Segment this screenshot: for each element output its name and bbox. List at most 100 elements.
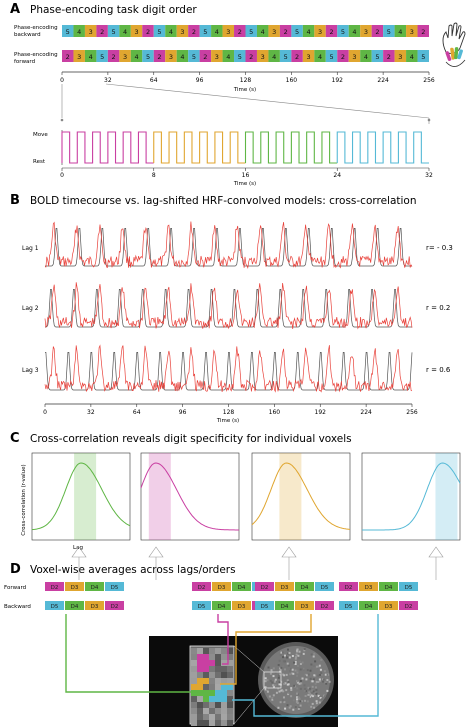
zoom-tick-label: 8 — [152, 172, 156, 179]
sequence-cell — [394, 25, 407, 37]
cross-correlation-curve — [362, 462, 461, 531]
forward-digit-box — [65, 582, 84, 591]
sequence-cell-digit: 2 — [100, 28, 104, 36]
sequence-cell-digit: 5 — [100, 53, 104, 61]
hand-icon — [442, 22, 466, 54]
forward-label-line2: forward — [14, 59, 35, 65]
panel-c-ylabel: Cross-correlation (r-value) — [21, 464, 27, 535]
panel-a-tick-label: 64 — [150, 77, 158, 84]
sequence-cell — [188, 25, 200, 37]
backward-label-line1: Phase-encoding — [14, 25, 58, 31]
sequence-cell-digit: 3 — [272, 28, 276, 36]
sequence-cell-digit: 3 — [364, 28, 368, 36]
sequence-cell-digit: 4 — [261, 28, 265, 36]
forward-digit-label: D4 — [238, 585, 246, 591]
bold-trace — [44, 282, 413, 330]
sequence-cell — [337, 50, 349, 62]
digit-order-boxes: D2 D3 D4 D5 D5 D4 D3 D2 D2 D3 D4 D5 D5 D4 D3 D2 D2 D3 D4 D5… — [45, 582, 418, 610]
panel-a-tick-label: 96 — [196, 77, 204, 84]
sequence-cell-digit: 3 — [352, 53, 356, 61]
panel-a-tick-label: 192 — [332, 77, 344, 84]
sequence-cell-digit: 4 — [272, 53, 276, 61]
lag-2-r-value: r = 0.2 — [426, 304, 450, 312]
sequence-cell — [268, 50, 280, 62]
sequence-cell — [314, 50, 326, 62]
forward-label-line1: Phase-encoding — [14, 52, 58, 58]
forward-digit-label: D4 — [301, 585, 309, 591]
forward-digit-box — [275, 582, 294, 591]
sequence-cell — [406, 25, 418, 37]
sequence-cell — [337, 25, 349, 37]
sequence-cell — [302, 25, 315, 37]
sequence-cell-digit: 5 — [284, 53, 288, 61]
sequence-cell — [211, 50, 223, 62]
forward-digit-box — [339, 582, 358, 591]
backward-digit-label: D2 — [111, 604, 119, 610]
sequence-cell-digit: 2 — [341, 53, 345, 61]
lag-3-r-value: r = 0.6 — [426, 366, 451, 374]
panel-b-tick-label: 256 — [406, 409, 418, 416]
cross-correlation-plot-frame — [31, 452, 131, 541]
sequence-cell — [360, 50, 372, 62]
backward-digit-label: D3 — [301, 604, 309, 610]
backward-digit-label: D4 — [281, 604, 289, 610]
sequence-cell-digit: 2 — [387, 53, 391, 61]
sequence-cell-digit: 2 — [157, 53, 161, 61]
peak-band — [435, 453, 458, 540]
sequence-cell — [234, 25, 246, 37]
sequence-cell — [383, 50, 395, 62]
lag-1-label: Lag 1 — [22, 245, 39, 252]
backward-digit-label: D5 — [198, 604, 206, 610]
sequence-cell — [165, 50, 177, 62]
sequence-cell — [234, 50, 246, 62]
sequence-cell-digit: 3 — [398, 53, 402, 61]
sequence-cell — [176, 50, 189, 62]
sequence-cell — [245, 50, 257, 62]
sequence-cell-digit: 2 — [203, 53, 207, 61]
zoom-wave-segment — [153, 131, 246, 164]
zoom-tick-label: 16 — [242, 172, 250, 179]
bold-trace — [44, 221, 413, 269]
forward-digit-box — [232, 582, 251, 591]
backward-digit-label: D3 — [238, 604, 246, 610]
panel-a-time-label: Time (s) — [233, 87, 256, 93]
sequence-cell — [314, 25, 326, 37]
sequence-cell-digit: 5 — [146, 53, 150, 61]
backward-digit-label: D5 — [261, 604, 269, 610]
sequence-cell-digit: 4 — [134, 53, 138, 61]
sequence-cell-digit: 4 — [352, 28, 356, 36]
sequence-cell-digit: 5 — [112, 28, 116, 36]
panel-a-tick-label: 256 — [423, 77, 435, 84]
forward-digit-label: D2 — [51, 585, 59, 591]
sequence-cell-digit: 2 — [284, 28, 288, 36]
sequence-cell-digit: 5 — [421, 53, 425, 61]
sequence-cell — [291, 50, 303, 62]
backward-digit-box — [212, 601, 231, 610]
backward-digit-label: D4 — [365, 604, 373, 610]
sequence-cell-digit: 5 — [66, 28, 70, 36]
forward-digit-box — [359, 582, 378, 591]
sequence-cell-digit: 3 — [318, 28, 322, 36]
forward-digit-box — [212, 582, 231, 591]
sequence-cell — [73, 50, 85, 62]
backward-digit-box — [359, 601, 378, 610]
sequence-cell-digit: 3 — [215, 53, 219, 61]
zoom-time-label: Time (s) — [233, 181, 256, 187]
sequence-cell — [130, 50, 143, 62]
forward-digit-box — [45, 582, 64, 591]
sequence-cell-digit: 4 — [123, 28, 127, 36]
panel-b-tick-label: 128 — [223, 409, 235, 416]
sequence-cell — [417, 25, 429, 37]
sequence-cell-digit: 4 — [364, 53, 368, 61]
zoom-tick-label: 32 — [425, 172, 433, 179]
sequence-cell-digit: 4 — [215, 28, 219, 36]
sequence-cell — [371, 50, 384, 62]
sequence-cell — [360, 25, 372, 37]
sequence-cell-digit: 4 — [226, 53, 230, 61]
sequence-cell — [222, 25, 235, 37]
forward-digit-box — [105, 582, 124, 591]
sequence-cell — [84, 25, 97, 37]
sequence-cell-digit: 4 — [398, 28, 402, 36]
